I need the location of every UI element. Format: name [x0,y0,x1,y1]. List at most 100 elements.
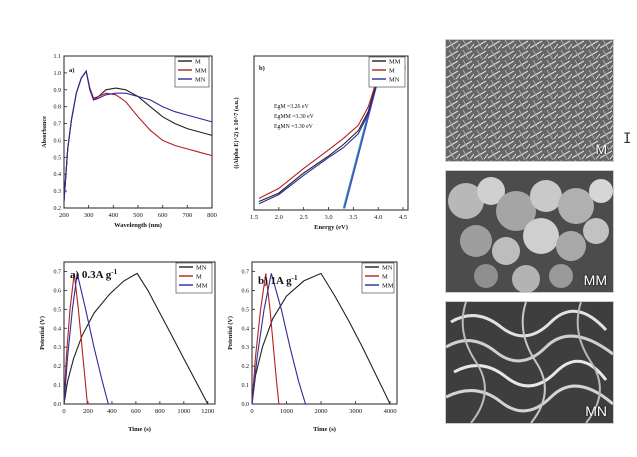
x-tick-label: 0 [62,408,65,415]
y-tick-label: 0.6 [54,138,62,144]
absorbance-chart: 200 300 400 500 600 700 800 0.2 0.3 0.4 0.5 0.6 0.7 0… [41,54,217,229]
y-axis-label: Potential (V) [227,316,234,350]
x-axis-label: Energy (eV) [314,224,348,231]
legend-label-mm: MM [196,283,208,290]
text-cursor-icon: I [623,131,632,147]
y-tick-label: 0.2 [54,364,62,370]
y-tick-label: 0.7 [54,269,62,275]
y-tick-label: 0.9 [54,88,62,94]
bandgap-annotation: EgMN =3.30 eV [274,124,314,130]
legend-box [361,262,395,294]
gcd-1-chart: 0 1000 2000 3000 4000 0.0 0.1 0.2 0.3 0.4 0.5 0.6 0.… [227,261,398,433]
y-tick-label: 0.3 [242,345,250,351]
x-tick-label: 800 [155,408,165,415]
x-axis-label: Wavelength (nm) [114,222,162,229]
legend-label-m: M [195,59,201,66]
x-tick-label: 4000 [384,408,397,415]
x-axis-label: Time (s) [128,426,151,433]
bandgap-annotation: EgMM =3.30 eV [274,114,315,120]
legend-box [368,56,406,88]
x-tick-label: 1.5 [250,214,258,221]
series-line-m [63,273,88,405]
x-tick-label: 1000 [177,408,190,415]
x-tick-label: 500 [133,212,143,219]
sem-image-mm: MM [445,170,614,293]
legend-label-mm: MM [389,59,401,66]
legend-label-m: M [389,68,395,75]
bandgap-annotation: EgM =3.26 eV [274,104,309,110]
x-tick-label: 3.5 [349,214,357,221]
y-tick-label: 0.7 [242,269,250,275]
y-axis-label: Potential (V) [39,316,46,350]
panel-label-superscript: -1 [292,274,298,282]
y-tick-label: 0.2 [54,206,62,212]
sem-label-mm: MM [583,272,607,288]
legend-box [175,262,213,294]
y-axis-label: Absorbance [41,116,48,148]
plot-frame [63,261,216,405]
series-line-mn [251,272,391,405]
x-tick-label: 800 [207,212,217,219]
y-tick-label: 0.4 [54,172,62,178]
x-tick-label: 200 [59,212,69,219]
y-tick-label: 0.8 [54,105,62,111]
y-tick-label: 0.1 [242,383,250,389]
y-tick-label: 0.6 [242,288,250,294]
sem-label-m: M [595,141,607,157]
y-tick-label: 0.5 [54,155,62,161]
gcd-03-chart-panel: 0 200 400 600 800 1000 1200 0.0 0.1 0.2 0.3 0.4 0.5 0… [38,254,223,439]
legend-label-mn: MN [195,77,206,84]
panel-label: a) [69,67,74,74]
x-tick-label: 1000 [280,408,293,415]
tauc-plot-panel: 1.5 2.0 2.5 3.0 3.5 4.0 4.5 Energy (eV) ((Alpha … [224,52,412,237]
legend-label-m: M [382,274,388,281]
series-line-mn [63,272,209,405]
y-tick-label: 0.4 [242,326,250,332]
sem-label-mn: MN [585,403,607,419]
plot-frame [251,261,398,405]
x-tick-label: 1200 [201,408,214,415]
x-tick-label: 400 [107,408,117,415]
x-tick-label: 3000 [349,408,362,415]
gcd-03-chart: 0 200 400 600 800 1000 1200 0.0 0.1 0.2 0.3 0.4 0.5 0… [39,261,216,433]
y-tick-label: 0.3 [54,345,62,351]
series-line-mn [258,66,406,205]
gcd-1-chart-panel: 0 1000 2000 3000 4000 0.0 0.1 0.2 0.3 0.4 0.5 0.6 0.… [226,254,411,439]
x-tick-label: 4.0 [374,214,382,221]
y-tick-label: 1.0 [54,71,62,77]
absorbance-chart-panel: 200 300 400 500 600 700 800 0.2 0.3 0.4 0.5 0.6 0.7 0… [38,52,220,235]
y-tick-label: 1.1 [54,54,62,60]
x-tick-label: 400 [108,212,118,219]
x-tick-label: 200 [83,408,93,415]
panel-label-superscript: -1 [111,268,117,276]
y-tick-label: 0.0 [54,402,62,408]
sem-image-m: M [445,39,614,162]
x-tick-label: 600 [158,212,168,219]
y-tick-label: 0.5 [54,307,62,313]
legend-label-mn: MN [196,265,207,272]
tauc-plot: 1.5 2.0 2.5 3.0 3.5 4.0 4.5 Energy (eV) ((Alpha … [233,55,409,231]
legend-label-mn: MN [389,77,400,84]
sem-image-mn: MN [445,301,614,424]
y-tick-label: 0.7 [54,122,62,128]
x-tick-label: 3.0 [324,214,332,221]
x-tick-label: 2.5 [300,214,308,221]
panel-label: b) 1A g-1 [258,274,298,287]
legend-box [174,56,210,88]
x-axis-label: Time (s) [313,426,336,433]
x-tick-label: 4.5 [399,214,407,221]
legend-label-m: M [196,274,202,281]
series-line-mm [251,273,307,405]
y-tick-label: 0.4 [54,326,62,332]
y-tick-label: 0.3 [54,189,62,195]
y-tick-label: 0.5 [242,307,250,313]
x-tick-label: 600 [131,408,141,415]
x-tick-label: 2000 [315,408,328,415]
series-line-mm [63,273,109,405]
panel-label: a) 0.3A g-1 [70,268,118,281]
y-axis-label: ((Alpha E)^2) x 10^7 (a.u.) [233,97,240,168]
plot-frame [253,55,409,211]
legend-label-mn: MN [382,265,393,272]
y-tick-label: 0.0 [242,402,250,408]
y-tick-label: 0.6 [54,288,62,294]
